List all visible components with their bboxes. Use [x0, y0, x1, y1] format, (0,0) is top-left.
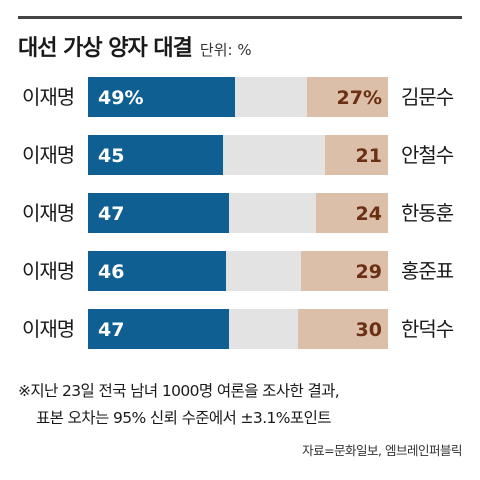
left-candidate-name: 이재명 — [22, 317, 74, 341]
bar-right-candidate — [325, 135, 388, 175]
left-value-label: 49% — [98, 87, 143, 109]
bar-right-candidate — [316, 193, 388, 233]
left-candidate-name: 이재명 — [22, 85, 74, 109]
survey-note: ※지난 23일 전국 남녀 1000명 여론을 조사한 결과, 표본 오차는 9… — [18, 378, 340, 432]
left-value-label: 46 — [98, 261, 124, 283]
right-candidate-name: 한동훈 — [401, 201, 454, 225]
left-value-label: 47 — [98, 203, 124, 225]
right-value-label: 21 — [356, 145, 382, 167]
bar-left-candidate — [88, 251, 226, 291]
right-candidate-name: 홍준표 — [401, 259, 454, 283]
left-value-label: 47 — [98, 319, 124, 341]
right-candidate-name: 김문수 — [401, 85, 454, 109]
unit-label: 단위: % — [199, 41, 252, 59]
note-line-2: 표본 오차는 95% 신뢰 수준에서 ±3.1%포인트 — [36, 409, 332, 427]
bar-right-candidate — [298, 309, 388, 349]
left-candidate-name: 이재명 — [22, 201, 74, 225]
chart-title: 대선 가상 양자 대결 — [18, 36, 193, 61]
note-line-1: ※지난 23일 전국 남녀 1000명 여론을 조사한 결과, — [18, 382, 340, 400]
bar-right-candidate — [301, 251, 388, 291]
top-rule — [18, 16, 462, 19]
left-candidate-name: 이재명 — [22, 259, 74, 283]
right-value-label: 27% — [337, 87, 382, 109]
left-value-label: 45 — [98, 145, 124, 167]
bar-left-candidate — [88, 193, 229, 233]
bar-left-candidate — [88, 309, 229, 349]
right-candidate-name: 한덕수 — [401, 317, 454, 341]
left-candidate-name: 이재명 — [22, 143, 74, 167]
right-value-label: 30 — [356, 319, 382, 341]
right-value-label: 29 — [356, 261, 382, 283]
source-credit: 자료=문화일보, 엠브레인퍼블릭 — [302, 443, 462, 458]
bar-left-candidate — [88, 135, 223, 175]
title-row: 대선 가상 양자 대결 단위: % — [18, 30, 252, 61]
bar-right-candidate — [307, 77, 388, 117]
bar-left-candidate — [88, 77, 235, 117]
right-value-label: 24 — [356, 203, 382, 225]
right-candidate-name: 안철수 — [401, 143, 454, 167]
